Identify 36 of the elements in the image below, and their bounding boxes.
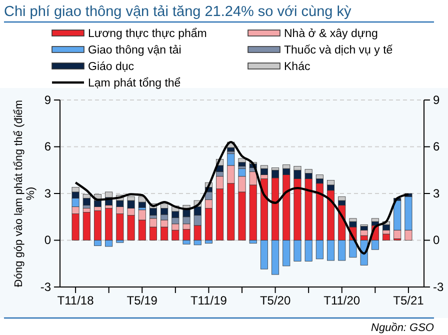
bar bbox=[382, 224, 390, 230]
y2-tick-label: 9 bbox=[433, 92, 440, 107]
line-series bbox=[74, 140, 410, 255]
y-tick-label: -3 bbox=[40, 280, 52, 294]
bar bbox=[360, 230, 368, 236]
y-tick-label: 9 bbox=[44, 92, 52, 107]
bar bbox=[371, 218, 379, 222]
bar bbox=[82, 212, 90, 240]
x-tick-label: T11/20 bbox=[324, 294, 360, 308]
legend-label: Khác bbox=[284, 61, 310, 73]
bar bbox=[238, 162, 246, 166]
text: Nguồn: GSO bbox=[371, 322, 434, 334]
bar bbox=[382, 234, 390, 240]
y2-tick-label: 3 bbox=[433, 186, 440, 200]
legend-label: Giáo dục bbox=[88, 61, 134, 73]
legend-label: Lương thực thực phẩm bbox=[88, 27, 207, 40]
x-tick-label: T5/21 bbox=[393, 294, 424, 308]
y-tick-label: 3 bbox=[44, 186, 52, 200]
x-tick-label: T11/19 bbox=[190, 294, 228, 308]
y-tick-label: 0 bbox=[44, 233, 52, 248]
y-tick-label: 6 bbox=[44, 140, 52, 154]
legend-label: Lạm phát tổng thể bbox=[88, 76, 181, 90]
x-tick-label: T5/20 bbox=[260, 294, 291, 308]
y2-tick-label: -3 bbox=[433, 280, 444, 294]
chart-title: Chi phí giao thông vận tải tăng 21.24% so với cùng kỳ bbox=[4, 4, 352, 20]
bar bbox=[260, 168, 268, 175]
legend-label: Nhà ở & xây dựng bbox=[284, 28, 378, 40]
x-tick-label: T11/18 bbox=[57, 294, 94, 308]
y-axis-title: Đóng góp vào lạm phát tổng thể (điểm %) bbox=[13, 100, 37, 288]
bar bbox=[82, 198, 90, 206]
bar bbox=[238, 158, 246, 163]
x-tick-label: T5/19 bbox=[126, 294, 158, 308]
legend-label: Giao thông vận tải bbox=[88, 44, 182, 56]
y2-tick-label: 6 bbox=[433, 140, 440, 154]
legend-label: Thuốc và dịch vụ y tế bbox=[284, 44, 394, 56]
y2-tick-label: 0 bbox=[433, 233, 440, 248]
